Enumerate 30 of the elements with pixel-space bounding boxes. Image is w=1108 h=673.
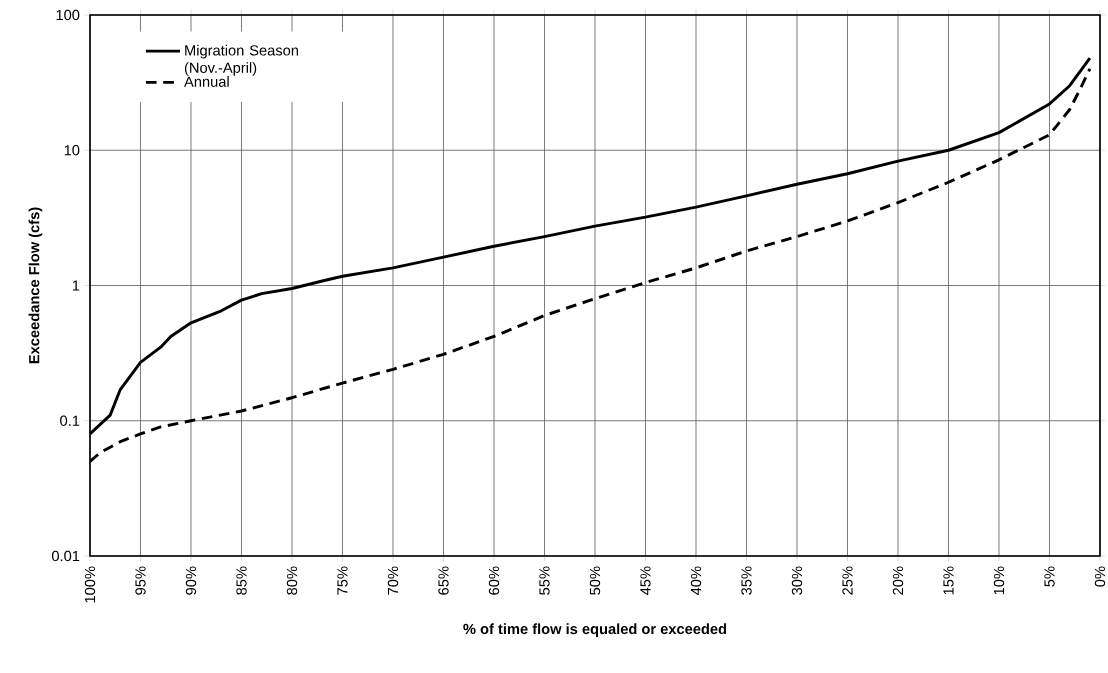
- x-tick-label: 65%: [438, 566, 449, 595]
- y-axis-title: Exceedance Flow (cfs): [28, 207, 43, 364]
- x-tick-label: 70%: [387, 566, 399, 595]
- x-tick-label: 25%: [842, 566, 853, 595]
- x-tick-label: 55%: [539, 566, 550, 595]
- x-tick-label: 45%: [640, 566, 651, 596]
- x-tick-label: 95%: [135, 566, 146, 595]
- x-tick-label: 85%: [236, 566, 247, 595]
- x-tick-label: 80%: [286, 566, 298, 595]
- y-tick-label: 100: [56, 9, 80, 21]
- y-tick-label: 0.1: [60, 415, 80, 426]
- x-tick-label: 50%: [589, 566, 601, 595]
- x-tick-label: 15%: [943, 566, 954, 595]
- legend-label: Annual: [184, 76, 229, 87]
- x-tick-label: 20%: [892, 566, 904, 595]
- legend-label: Migration Season (Nov.-April): [184, 44, 298, 76]
- x-tick-label: 100%: [84, 566, 96, 603]
- x-tick-label: 60%: [488, 566, 500, 595]
- x-tick-label: 30%: [791, 566, 803, 595]
- x-tick-label: 0%: [1094, 566, 1106, 587]
- x-tick-label: 90%: [185, 566, 197, 595]
- x-tick-label: 75%: [337, 566, 348, 595]
- x-axis-title: % of time flow is equaled or exceeded: [463, 623, 727, 638]
- x-tick-label: 35%: [741, 566, 752, 595]
- x-tick-label: 40%: [690, 566, 702, 596]
- y-tick-label: 10: [64, 145, 80, 156]
- y-tick-label: 0.01: [51, 550, 80, 562]
- x-tick-label: 5%: [1044, 566, 1055, 587]
- y-tick-label: 1: [72, 280, 80, 291]
- x-tick-label: 10%: [993, 566, 1005, 595]
